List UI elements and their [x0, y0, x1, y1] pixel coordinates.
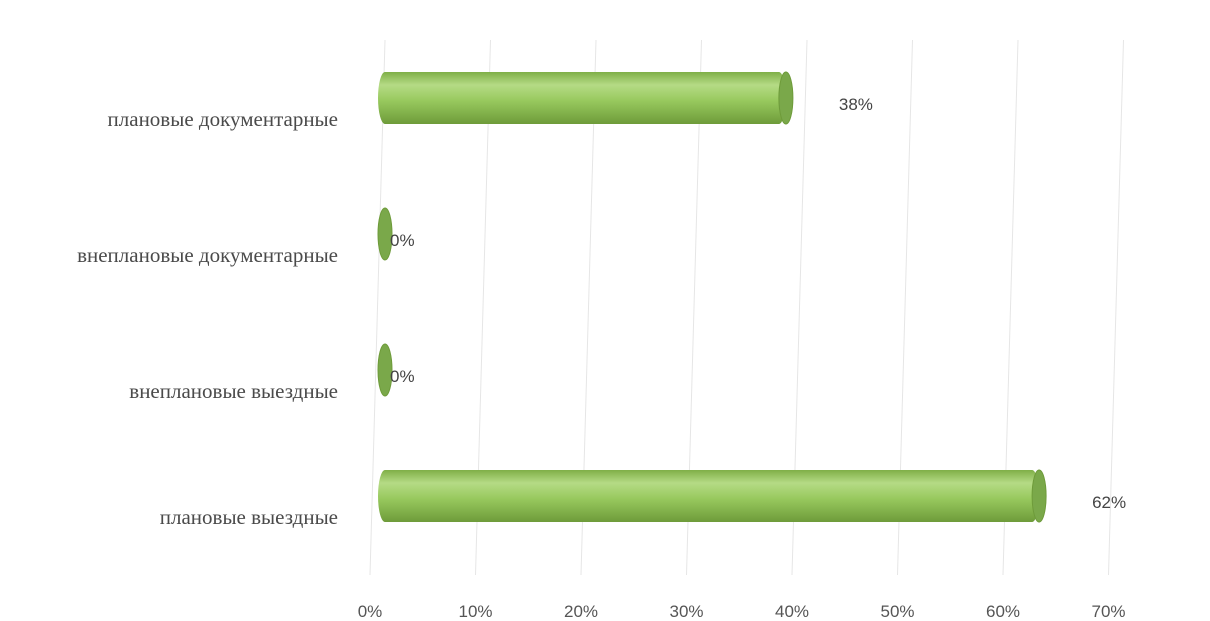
gridline — [369, 39, 386, 576]
data-labels: 38% 0% 0% 62% — [390, 95, 1126, 512]
data-label: 0% — [390, 367, 415, 386]
data-label: 0% — [390, 231, 415, 250]
category-label: внеплановые документарные — [77, 243, 338, 267]
bar-body — [378, 470, 1040, 522]
bar-body — [378, 72, 786, 124]
x-tick-label: 50% — [880, 602, 914, 621]
bar-cap — [377, 343, 393, 397]
x-tick-label: 70% — [1091, 602, 1125, 621]
data-label: 62% — [1092, 493, 1126, 512]
bars — [377, 71, 1047, 523]
category-label: плановые документарные — [108, 107, 338, 131]
bar — [378, 71, 794, 125]
x-tick-label: 20% — [564, 602, 598, 621]
x-tick-label: 40% — [775, 602, 809, 621]
data-label: 38% — [839, 95, 873, 114]
x-tick-label: 60% — [986, 602, 1020, 621]
gridlines — [369, 39, 1124, 576]
gridline — [1108, 39, 1124, 576]
category-labels: плановые документарные внеплановые докуме… — [77, 107, 338, 529]
bar-cap — [778, 71, 794, 125]
bar-cap — [377, 207, 393, 261]
bar-cap — [1031, 469, 1047, 523]
x-tick-label: 30% — [669, 602, 703, 621]
x-axis-ticks: 0% 10% 20% 30% 40% 50% 60% 70% — [358, 602, 1126, 621]
bar — [378, 469, 1047, 523]
category-label: плановые выездные — [160, 505, 338, 529]
x-tick-label: 0% — [358, 602, 383, 621]
x-tick-label: 10% — [458, 602, 492, 621]
category-label: внеплановые выездные — [129, 379, 338, 403]
